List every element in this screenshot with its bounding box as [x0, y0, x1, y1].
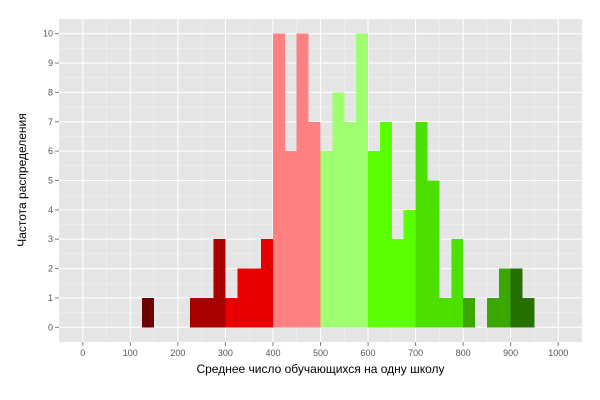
y-tick-label: 5 — [48, 176, 53, 186]
x-tick-label: 900 — [503, 348, 518, 358]
y-tick-label: 2 — [48, 264, 53, 274]
histogram-bar — [332, 92, 345, 328]
histogram-bar — [498, 268, 511, 328]
x-axis: 0 100 200 300 400 500 600 700 800 900 1000 — [80, 342, 568, 358]
y-tick-label: 0 — [48, 322, 53, 332]
y-tick-label: 10 — [43, 29, 53, 39]
histogram-bar — [415, 121, 428, 328]
histogram-bar — [261, 239, 273, 328]
x-tick-label: 200 — [170, 348, 185, 358]
histogram-bar — [344, 121, 357, 328]
histogram-bar — [249, 268, 262, 328]
histogram-bar — [189, 297, 202, 328]
y-tick-label: 9 — [48, 58, 53, 68]
histogram-bar — [356, 33, 369, 328]
histogram-bar — [284, 151, 297, 328]
histogram-bar — [320, 151, 333, 328]
histogram-bar — [439, 297, 452, 328]
y-axis: 0 1 2 3 4 5 6 7 8 9 10 — [43, 29, 59, 332]
histogram-bar — [463, 297, 476, 328]
histogram-bar — [225, 297, 238, 328]
histogram-bar — [201, 297, 214, 328]
histogram-bar — [272, 33, 285, 328]
histogram-bar — [142, 297, 155, 328]
x-tick-label: 500 — [313, 348, 328, 358]
y-tick-label: 3 — [48, 234, 53, 244]
x-tick-label: 1000 — [548, 348, 568, 358]
histogram-bar — [368, 151, 380, 328]
histogram-bar — [379, 121, 392, 328]
histogram-bars — [142, 33, 535, 328]
x-tick-label: 700 — [408, 348, 423, 358]
histogram-bar — [308, 121, 321, 328]
histogram-bar — [427, 180, 440, 328]
x-tick-label: 300 — [218, 348, 233, 358]
x-tick-label: 600 — [361, 348, 376, 358]
y-tick-label: 1 — [48, 293, 53, 303]
histogram-bar — [237, 268, 250, 328]
histogram-bar — [213, 239, 226, 328]
x-axis-title: Среднее число обучающихся на одну школу — [196, 362, 444, 376]
histogram-bar — [486, 297, 499, 328]
x-tick-label: 800 — [456, 348, 471, 358]
y-tick-label: 8 — [48, 87, 53, 97]
histogram-bar — [451, 239, 464, 328]
y-tick-label: 7 — [48, 117, 53, 127]
y-tick-label: 6 — [48, 146, 53, 156]
x-tick-label: 0 — [80, 348, 85, 358]
x-tick-label: 400 — [265, 348, 280, 358]
histogram-bar — [522, 297, 535, 328]
histogram-bar — [403, 209, 416, 328]
histogram-bar — [510, 268, 523, 328]
x-tick-label: 100 — [123, 348, 138, 358]
y-axis-title: Частота распределения — [15, 113, 29, 247]
histogram-bar — [296, 33, 309, 328]
y-tick-label: 4 — [48, 205, 53, 215]
histogram-bar — [391, 239, 404, 328]
